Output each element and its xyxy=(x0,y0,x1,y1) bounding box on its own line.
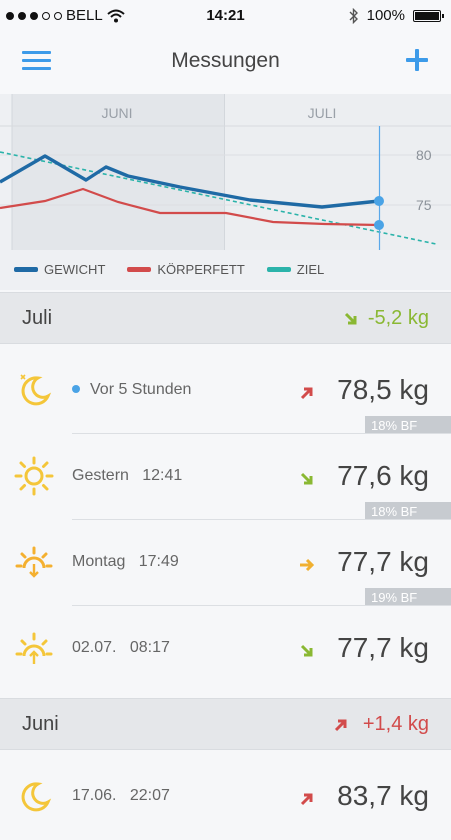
signal-dot-icon xyxy=(42,11,50,20)
sunset-icon xyxy=(15,546,53,578)
menu-button[interactable] xyxy=(22,48,52,74)
legend-label: GEWICHT xyxy=(44,262,106,277)
weight-value: 77,7 kg xyxy=(337,632,429,663)
status-time: 14:21 xyxy=(206,7,245,24)
measurement-row[interactable]: 17.06. 22:07 83,7 kg xyxy=(0,754,451,840)
bodyfat-line xyxy=(0,187,380,227)
month-label: JUNI xyxy=(101,105,132,121)
weight-point xyxy=(374,196,384,206)
row-label: Vor 5 Stunden xyxy=(72,381,191,399)
row-label-text: Vor 5 Stunden xyxy=(90,381,192,398)
weight-value: 78,5 kg xyxy=(337,374,429,405)
bluetooth-icon xyxy=(349,7,358,24)
measurement-row[interactable]: Gestern 12:41 77,6 kg 18% BF xyxy=(0,434,451,521)
legend-item: KÖRPERFETT xyxy=(127,262,245,277)
signal-dot-icon xyxy=(30,11,38,20)
section-title: Juni xyxy=(22,713,59,735)
y-tick-label: 75 xyxy=(416,197,432,213)
row-divider xyxy=(72,605,451,606)
y-tick-label: 80 xyxy=(416,147,432,163)
battery-percent: 100% xyxy=(366,7,405,24)
month-label: JULI xyxy=(308,105,337,121)
signal-dot-icon xyxy=(6,11,14,20)
chart-month-band xyxy=(225,94,451,250)
chart-legend: GEWICHT KÖRPERFETT ZIEL xyxy=(14,262,324,277)
bodyfat-point xyxy=(374,220,384,230)
row-label: 17.06. 22:07 xyxy=(72,787,170,804)
bodyfat-badge: 18% BF xyxy=(365,502,451,521)
legend-swatch xyxy=(266,267,291,272)
bodyfat-badge: 19% BF xyxy=(365,588,451,607)
row-label: Gestern 12:41 xyxy=(72,467,183,484)
goal-line xyxy=(0,151,437,245)
legend-item: ZIEL xyxy=(266,262,325,277)
row-divider xyxy=(72,519,451,520)
section-title: Juli xyxy=(22,307,53,329)
weight-value: 83,7 kg xyxy=(337,780,429,811)
signal-dot-icon xyxy=(18,11,26,20)
month-section-header[interactable]: Juni +1,4 kg xyxy=(0,698,451,750)
measurement-row[interactable]: Montag 17:49 77,7 kg 19% BF xyxy=(0,520,451,607)
wifi-icon xyxy=(107,9,125,22)
section-delta: -5,2 kg xyxy=(367,307,429,329)
measurement-row[interactable]: 02.07. 08:17 77,7 kg xyxy=(0,606,451,692)
moon-icon xyxy=(21,782,52,812)
trend-up-icon xyxy=(334,719,347,732)
measurement-row[interactable]: Vor 5 Stunden 78,5 kg 18% BF xyxy=(0,348,451,435)
weight-value: 77,6 kg xyxy=(337,460,429,491)
weight-chart[interactable]: JUNI JULI 80 75 GEWICHT KÖRPERFETT ZIEL xyxy=(0,94,451,290)
trend-flat-icon xyxy=(300,558,315,572)
trend-down-icon xyxy=(300,472,313,485)
page-title: Messungen xyxy=(171,49,280,72)
weight-value: 77,7 kg xyxy=(337,546,429,577)
legend-item: GEWICHT xyxy=(14,262,105,277)
legend-label: ZIEL xyxy=(296,262,325,277)
bodyfat-badge: 18% BF xyxy=(365,416,451,435)
chart-canvas: JUNI JULI 80 75 xyxy=(0,94,451,250)
legend-swatch xyxy=(14,267,38,272)
section-delta: +1,4 kg xyxy=(362,713,429,735)
moon-icon xyxy=(20,374,52,406)
row-label: Montag 17:49 xyxy=(72,553,179,570)
trend-down-icon xyxy=(300,644,313,657)
sunrise-icon xyxy=(15,632,53,664)
add-measurement-button[interactable] xyxy=(403,46,431,74)
sun-icon xyxy=(14,456,54,496)
month-section-header[interactable]: Juli -5,2 kg xyxy=(0,292,451,344)
legend-label: KÖRPERFETT xyxy=(157,262,245,277)
new-indicator xyxy=(72,384,80,393)
trend-up-icon xyxy=(300,793,313,806)
carrier-info: BELL xyxy=(6,7,125,24)
plus-icon xyxy=(406,49,428,71)
hamburger-icon xyxy=(22,51,51,70)
status-bar: BELL 14:21 100% xyxy=(0,0,451,32)
battery-icon xyxy=(413,9,444,22)
legend-swatch xyxy=(127,267,152,272)
row-label: 02.07. 08:17 xyxy=(72,639,170,656)
carrier-name: BELL xyxy=(66,7,103,24)
trend-down-icon xyxy=(344,312,357,325)
row-divider xyxy=(72,433,451,434)
signal-dot-icon xyxy=(54,11,62,20)
status-right: 100% xyxy=(349,7,444,24)
nav-bar: Messungen xyxy=(0,32,451,94)
trend-up-icon xyxy=(300,387,313,400)
weight-line xyxy=(0,154,380,209)
